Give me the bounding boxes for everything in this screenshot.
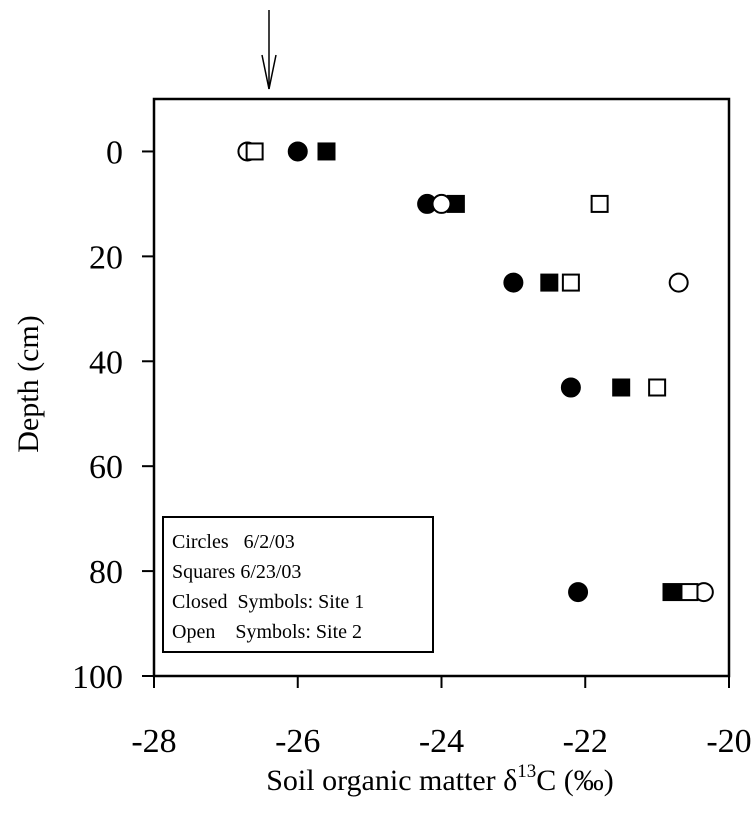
y-axis-title: Depth (cm) xyxy=(12,315,45,452)
legend-line-squares: Squares 6/23/03 xyxy=(172,561,301,583)
x-axis-title-prefix: Soil organic matter δ xyxy=(266,764,517,797)
data-points xyxy=(237,141,714,603)
x-axis-title-superscript: 13 xyxy=(517,761,536,782)
x-tick-label: -28 xyxy=(131,723,176,760)
legend-line-open: Open Symbols: Site 2 xyxy=(172,621,362,643)
closed-circle-point xyxy=(503,272,524,293)
legend-box xyxy=(162,516,434,653)
x-axis-ticks: -28 -26 -24 -22 -20 xyxy=(131,676,752,760)
closed-square-point xyxy=(612,378,631,397)
x-tick-label: -24 xyxy=(419,723,464,760)
open-square-point xyxy=(590,194,609,213)
y-axis-ticks: 0 20 40 60 80 100 xyxy=(72,134,154,696)
open-circle-point xyxy=(668,272,689,293)
open-square-point xyxy=(680,583,699,602)
x-axis-title-suffix: C (‰) xyxy=(536,764,614,797)
y-tick-label: 20 xyxy=(89,239,123,276)
closed-circle-point xyxy=(568,582,589,603)
x-tick-label: -22 xyxy=(563,723,608,760)
x-tick-label: -20 xyxy=(706,723,751,760)
y-tick-label: 40 xyxy=(89,344,123,381)
legend: Circles 6/2/03 Squares 6/23/03 Closed Sy… xyxy=(162,516,434,653)
x-axis-title: Soil organic matter δ13C (‰) xyxy=(266,761,614,797)
closed-square-point xyxy=(540,273,559,292)
closed-square-point xyxy=(317,142,336,161)
y-tick-label: 100 xyxy=(72,659,123,696)
closed-circle-point xyxy=(287,141,308,162)
x-tick-label: -26 xyxy=(275,723,320,760)
annotations-layer xyxy=(261,10,277,90)
y-tick-label: 0 xyxy=(106,134,123,171)
y-tick-label: 60 xyxy=(89,449,123,486)
closed-circle-point xyxy=(560,377,581,398)
open-square-point xyxy=(245,142,264,161)
legend-line-circles: Circles 6/2/03 xyxy=(172,531,295,553)
open-circle-point xyxy=(431,193,452,214)
open-square-point xyxy=(648,378,667,397)
y-tick-label: 80 xyxy=(89,554,123,591)
arrow-head xyxy=(261,54,277,90)
legend-line-closed: Closed Symbols: Site 1 xyxy=(172,591,364,613)
closed-square-point xyxy=(662,583,681,602)
open-square-point xyxy=(561,273,580,292)
